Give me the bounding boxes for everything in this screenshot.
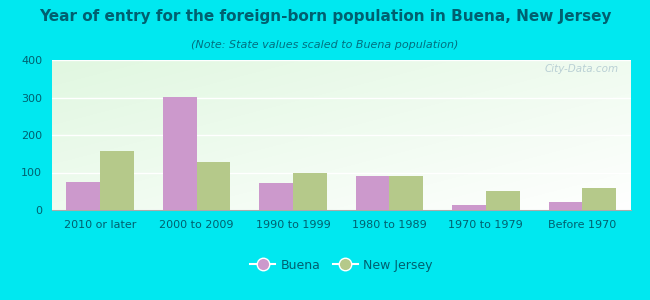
Text: Year of entry for the foreign-born population in Buena, New Jersey: Year of entry for the foreign-born popul… [39,9,611,24]
Bar [389,176,423,210]
Bar [356,176,389,210]
Bar [163,97,196,210]
Bar [452,205,486,210]
Bar [196,162,230,210]
Bar [549,202,582,210]
Bar [486,191,519,210]
Bar [66,182,100,210]
Bar [293,173,327,210]
Legend: Buena, New Jersey: Buena, New Jersey [245,254,437,277]
Text: City-Data.com: City-Data.com [545,64,619,74]
Bar [582,188,616,210]
Bar [259,183,293,210]
Bar [100,151,134,210]
Text: (Note: State values scaled to Buena population): (Note: State values scaled to Buena popu… [191,40,459,50]
